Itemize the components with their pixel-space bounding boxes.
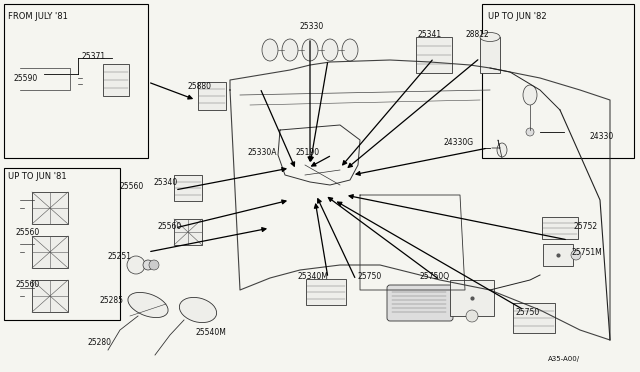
Ellipse shape — [128, 292, 168, 318]
Bar — [4, 168, 120, 320]
Text: 25880: 25880 — [188, 82, 212, 91]
Ellipse shape — [149, 260, 159, 270]
Text: 25341: 25341 — [418, 30, 442, 39]
Ellipse shape — [523, 85, 537, 105]
Bar — [513, 303, 555, 333]
Ellipse shape — [497, 143, 507, 157]
Text: 25750Q: 25750Q — [420, 272, 450, 281]
Bar — [543, 244, 573, 266]
Text: UP TO JUN '81: UP TO JUN '81 — [8, 172, 67, 181]
Bar — [480, 37, 500, 73]
Text: FROM JULY '81: FROM JULY '81 — [8, 12, 68, 21]
FancyBboxPatch shape — [387, 285, 453, 321]
Text: 25560: 25560 — [15, 228, 39, 237]
Text: 25750: 25750 — [358, 272, 382, 281]
Text: 25330A: 25330A — [248, 148, 278, 157]
Text: 25190: 25190 — [296, 148, 320, 157]
Ellipse shape — [466, 310, 478, 322]
Text: UP TO JUN '82: UP TO JUN '82 — [488, 12, 547, 21]
Ellipse shape — [262, 39, 278, 61]
Bar — [174, 219, 202, 245]
Text: 25752: 25752 — [574, 222, 598, 231]
Text: 25560: 25560 — [15, 280, 39, 289]
Ellipse shape — [282, 39, 298, 61]
Text: 25340: 25340 — [153, 178, 177, 187]
Text: 25330: 25330 — [300, 22, 324, 31]
Bar — [450, 280, 494, 316]
Ellipse shape — [571, 250, 581, 260]
Text: A35-A00/: A35-A00/ — [548, 356, 580, 362]
Ellipse shape — [322, 39, 338, 61]
Bar — [482, 4, 634, 158]
Text: 25340M: 25340M — [298, 272, 329, 281]
Text: 24330G: 24330G — [444, 138, 474, 147]
Bar — [32, 280, 68, 312]
Text: 24330: 24330 — [590, 132, 614, 141]
Bar — [174, 175, 202, 201]
Text: 25251: 25251 — [108, 252, 132, 261]
Text: 28812: 28812 — [466, 30, 490, 39]
Ellipse shape — [127, 256, 145, 274]
Bar — [32, 192, 68, 224]
Bar — [4, 4, 148, 158]
Ellipse shape — [143, 260, 153, 270]
Ellipse shape — [480, 32, 500, 42]
Text: 25371: 25371 — [82, 52, 106, 61]
Ellipse shape — [526, 128, 534, 136]
Ellipse shape — [342, 39, 358, 61]
Bar — [103, 64, 129, 96]
Bar — [306, 279, 346, 305]
Text: 25280: 25280 — [88, 338, 112, 347]
Text: 25750: 25750 — [516, 308, 540, 317]
Text: 25560: 25560 — [158, 222, 182, 231]
Bar — [416, 37, 452, 73]
Ellipse shape — [302, 39, 318, 61]
Bar — [32, 236, 68, 268]
Text: 25751M: 25751M — [572, 248, 603, 257]
Bar — [198, 82, 226, 110]
Ellipse shape — [179, 297, 216, 323]
Text: 25285: 25285 — [100, 296, 124, 305]
Text: 25560: 25560 — [120, 182, 144, 191]
Text: 25590: 25590 — [14, 74, 38, 83]
Text: 25540M: 25540M — [196, 328, 227, 337]
Bar — [542, 217, 578, 239]
